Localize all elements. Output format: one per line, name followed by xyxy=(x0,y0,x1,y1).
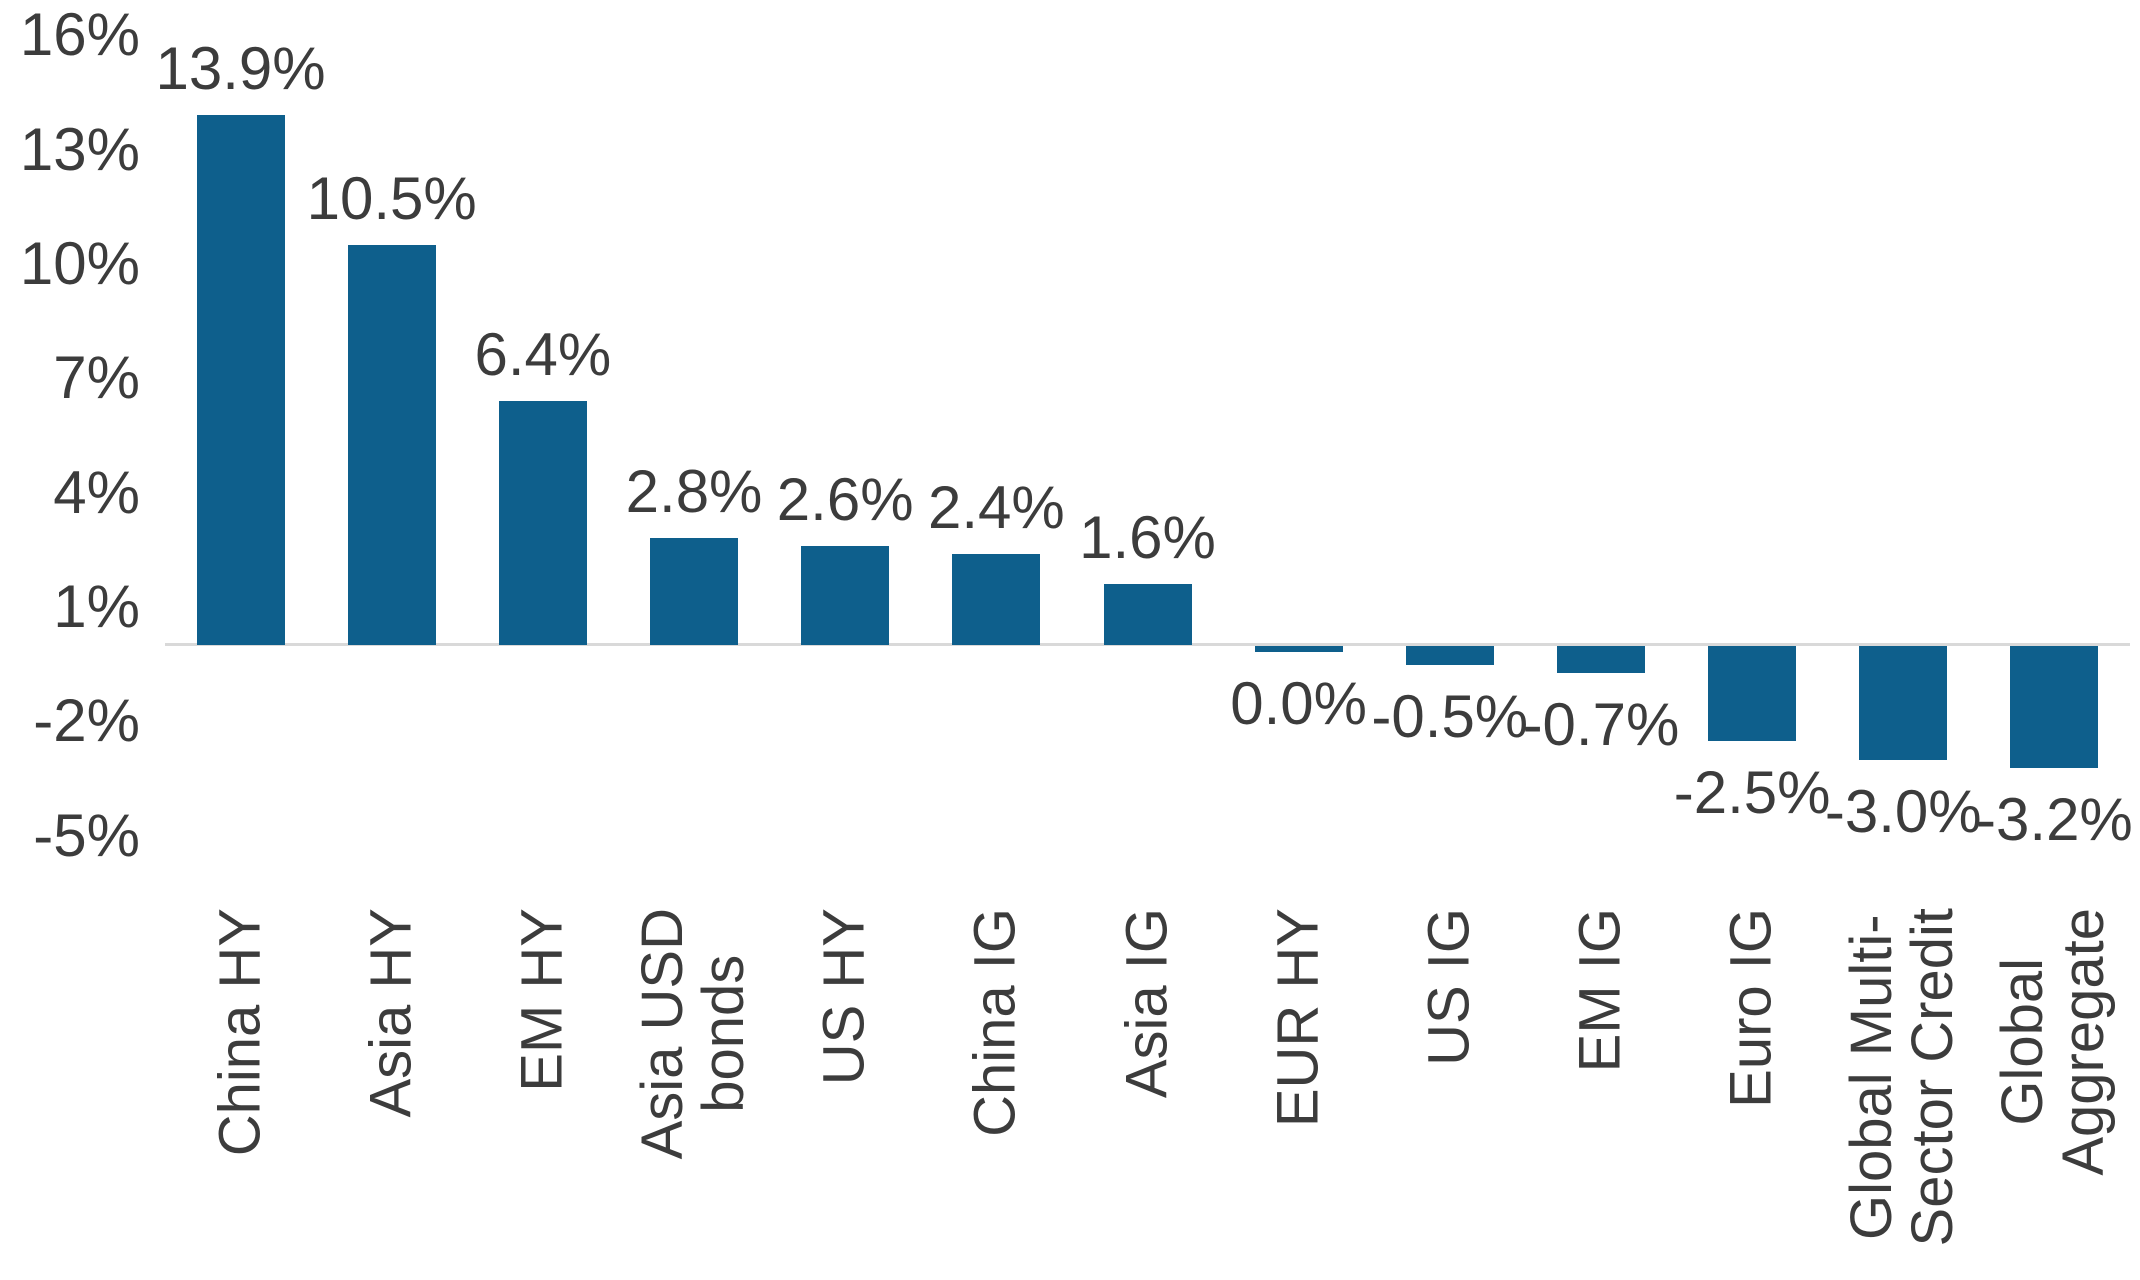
value-label: -3.2% xyxy=(1976,785,2133,853)
bar xyxy=(347,244,436,645)
value-label: 2.4% xyxy=(927,473,1065,541)
bar xyxy=(650,538,739,645)
value-label: -3.0% xyxy=(1824,778,1982,846)
bar xyxy=(1254,646,1343,652)
category-label: China HY xyxy=(207,908,273,1157)
category-label: Asia IG xyxy=(1114,908,1180,1099)
bar xyxy=(1708,646,1797,742)
value-label: -2.5% xyxy=(1673,759,1831,827)
category-label: Asia USD bonds xyxy=(630,908,757,1160)
category-label: Asia HY xyxy=(358,908,424,1118)
value-label: 2.8% xyxy=(625,458,763,526)
bar xyxy=(801,545,890,645)
bar xyxy=(1405,646,1494,666)
y-tick-label: 1% xyxy=(53,572,140,640)
category-label: US HY xyxy=(811,908,877,1086)
bar xyxy=(498,401,587,645)
y-tick-label: 10% xyxy=(19,230,140,297)
y-tick-label: 4% xyxy=(53,458,140,526)
value-label: 13.9% xyxy=(155,35,326,103)
bar xyxy=(1859,646,1948,761)
bar xyxy=(1103,584,1192,645)
category-label: China IG xyxy=(962,908,1028,1137)
category-label: EUR HY xyxy=(1265,908,1331,1128)
value-label: 6.4% xyxy=(474,321,612,389)
value-label: 2.6% xyxy=(776,465,914,533)
category-label: Euro IG xyxy=(1718,908,1784,1108)
category-label: Global Aggregate xyxy=(1990,908,2117,1176)
bar xyxy=(2010,646,2099,768)
category-label: US IG xyxy=(1416,908,1482,1066)
bar xyxy=(952,553,1041,645)
value-label: -0.5% xyxy=(1371,683,1529,751)
y-tick-label: 16% xyxy=(19,1,140,69)
category-label: EM IG xyxy=(1567,908,1633,1073)
y-tick-label: -5% xyxy=(33,801,140,869)
category-label: Global Multi- Sector Credit xyxy=(1839,908,1966,1247)
value-label: 0.0% xyxy=(1230,670,1368,737)
bar xyxy=(1556,646,1645,673)
value-label: -0.7% xyxy=(1522,690,1680,758)
y-tick-label: 7% xyxy=(53,344,140,412)
value-label: 10.5% xyxy=(306,164,477,232)
y-tick-label: -2% xyxy=(33,687,140,755)
value-label: 1.6% xyxy=(1079,504,1216,572)
y-tick-label: 13% xyxy=(19,115,140,183)
bar xyxy=(196,115,285,645)
category-label: EM HY xyxy=(509,908,575,1092)
